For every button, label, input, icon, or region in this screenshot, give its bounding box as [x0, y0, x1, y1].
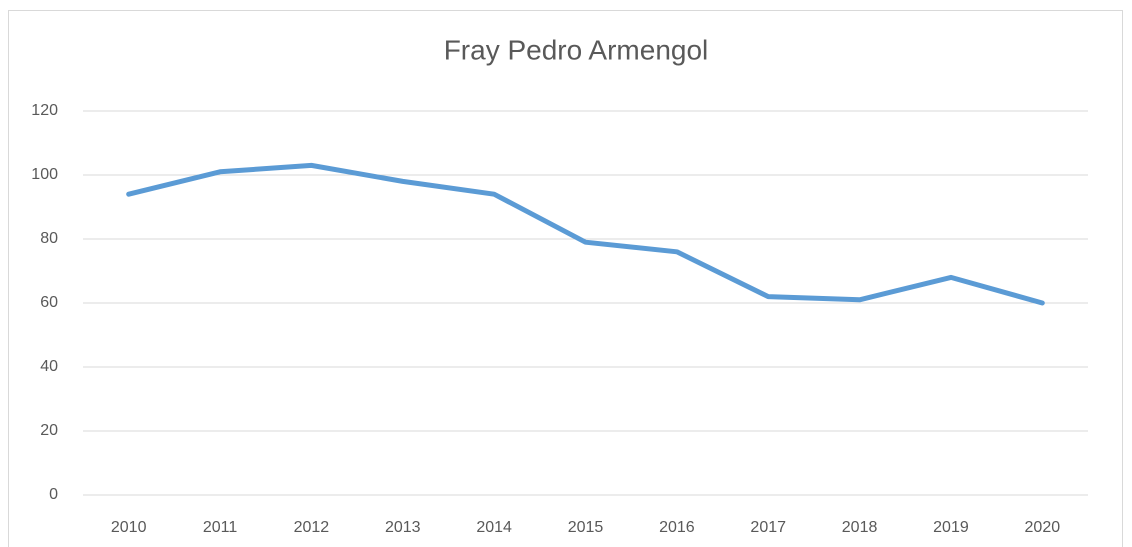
x-tick-label: 2011: [203, 519, 238, 536]
x-tick-label: 2016: [659, 519, 695, 536]
x-tick-label: 2017: [750, 519, 786, 536]
x-tick-label: 2013: [385, 519, 421, 536]
y-tick-label: 120: [31, 102, 58, 119]
y-tick-label: 0: [49, 486, 58, 503]
y-tick-label: 20: [40, 422, 58, 439]
x-tick-label: 2018: [842, 519, 878, 536]
chart-title: Fray Pedro Armengol: [444, 34, 709, 65]
y-tick-label: 60: [40, 294, 58, 311]
x-tick-label: 2020: [1025, 519, 1061, 536]
x-tick-label: 2010: [111, 519, 147, 536]
x-tick-label: 2019: [933, 519, 969, 536]
x-tick-label: 2012: [294, 519, 330, 536]
y-tick-label: 80: [40, 230, 58, 247]
y-tick-label: 100: [31, 166, 58, 183]
x-tick-label: 2014: [476, 519, 512, 536]
x-tick-label: 2015: [568, 519, 604, 536]
data-line: [126, 162, 1045, 306]
y-tick-label: 40: [40, 358, 58, 375]
